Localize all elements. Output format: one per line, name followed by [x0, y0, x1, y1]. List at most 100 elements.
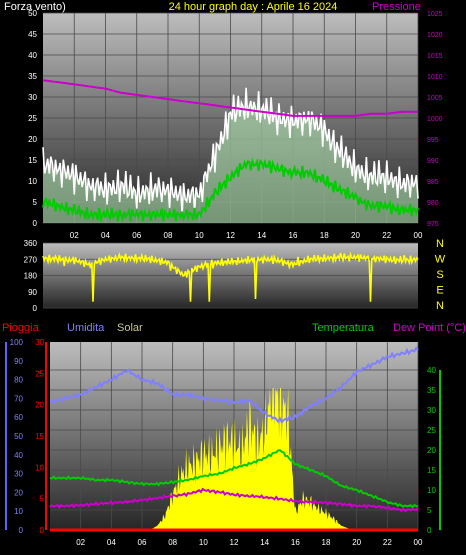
wind-left-label: Forza vento) [4, 1, 66, 13]
temperature-x-tick: 02 [76, 538, 85, 547]
wind-y-axis: 0 5 10 15 20 25 30 35 40 45 50 [28, 9, 37, 228]
wind-y-tick: 45 [28, 30, 37, 39]
pressure-tick: 1015 [427, 53, 443, 60]
temperature-tick: 40 [427, 366, 436, 375]
wind-gust-line [42, 87, 419, 215]
humidity-tick: 50 [14, 432, 23, 441]
wind-x-tick: 04 [101, 231, 110, 240]
direction-y-tick: 90 [28, 288, 37, 297]
pressure-line [42, 79, 418, 117]
wind-y-tick: 5 [33, 198, 38, 207]
wind-x-tick: 22 [382, 231, 391, 240]
humidity-tick: 30 [14, 470, 23, 479]
wind-x-tick: 12 [226, 231, 235, 240]
temperature-tick: 15 [427, 466, 436, 475]
wind-x-tick: 14 [257, 231, 266, 240]
solar-label: Solar [117, 322, 143, 334]
direction-y-tick: 180 [24, 272, 38, 281]
humidity-tick: 20 [14, 488, 23, 497]
humidity-tick: 60 [14, 413, 23, 422]
pressure-label: Pressione [372, 1, 421, 13]
temperature-x-tick: 00 [414, 538, 423, 547]
compass-label: E [436, 285, 443, 297]
wind-x-axis: 02 04 06 08 10 12 14 16 18 20 22 00 [70, 231, 423, 240]
wind-y-tick: 25 [28, 114, 37, 123]
wind-y-tick: 35 [28, 72, 37, 81]
rain-tick: 25 [35, 369, 44, 378]
compass-label: N [436, 300, 444, 312]
wind-x-tick: 10 [195, 231, 204, 240]
wind-x-tick: 08 [164, 231, 173, 240]
direction-y-tick: 360 [24, 239, 38, 248]
temperature-tick: 35 [427, 386, 436, 395]
wind-x-tick: 20 [351, 231, 360, 240]
humidity-tick: 80 [14, 376, 23, 385]
wind-y-tick: 15 [28, 156, 37, 165]
rain-tick: 20 [35, 401, 44, 410]
humidity-tick: 40 [14, 451, 23, 460]
humidity-label: Umidita [67, 322, 105, 334]
temperature-x-tick: 18 [322, 538, 331, 547]
pressure-tick: 980 [427, 200, 439, 207]
compass-label: W [435, 254, 446, 266]
rain-tick: 15 [35, 432, 44, 441]
temperature-tick: 10 [427, 486, 436, 495]
direction-line [42, 251, 419, 302]
pressure-tick: 1025 [427, 11, 443, 18]
wind-x-tick: 18 [320, 231, 329, 240]
dewpoint-label: Dew Point (°C) [393, 322, 466, 334]
rain-tick: 0 [40, 526, 45, 535]
temperature-x-tick: 08 [168, 538, 177, 547]
pressure-tick: 1020 [427, 32, 443, 39]
temperature-x-tick: 12 [230, 538, 239, 547]
pressure-tick: 990 [427, 158, 439, 165]
rain-y-axis: 0 5 10 15 20 25 30 [35, 338, 44, 535]
dewpoint-line [49, 487, 419, 513]
temperature-tick: 5 [427, 506, 432, 515]
temperature-x-tick: 06 [138, 538, 147, 547]
rain-tick: 30 [35, 338, 44, 347]
humidity-tick: 0 [19, 526, 24, 535]
temperature-tick: 30 [427, 406, 436, 415]
compass-label: N [436, 238, 444, 250]
wind-y-tick: 0 [33, 219, 38, 228]
direction-y-axis: 0 90 180 270 360 [24, 239, 38, 313]
temperature-line [49, 449, 419, 509]
temperature-x-tick: 04 [107, 538, 116, 547]
solar-area [50, 388, 418, 530]
temperature-x-tick: 22 [383, 538, 392, 547]
wind-average-line [42, 157, 419, 223]
humidity-y-axis: 0 10 20 30 40 50 60 70 80 90 100 [10, 338, 24, 535]
wind-y-tick: 50 [28, 9, 37, 18]
temperature-tick: 0 [427, 526, 432, 535]
temperature-y-axis: 0 5 10 15 20 25 30 35 40 [427, 366, 436, 535]
temperature-x-axis: 02 04 06 08 10 12 14 16 18 20 22 00 [76, 538, 423, 547]
pressure-tick: 1005 [427, 95, 443, 102]
temperature-x-tick: 16 [291, 538, 300, 547]
rain-tick: 10 [35, 463, 44, 472]
pressure-y-axis: 975 980 985 990 995 1000 1005 1010 1015 1020 1025 [427, 11, 443, 228]
direction-y-tick: 270 [24, 255, 38, 264]
temperature-x-tick: 10 [199, 538, 208, 547]
wind-y-tick: 30 [28, 93, 37, 102]
chart-title: 24 hour graph day : Aprile 16 2024 [169, 1, 338, 13]
temperature-panel: 0 10 20 30 40 50 60 70 80 90 100 0 5 10 15 20 25 30 0 5 10… [2, 322, 466, 547]
compass-label: S [436, 269, 443, 281]
direction-y-tick: 0 [33, 304, 38, 313]
wind-x-tick: 16 [289, 231, 298, 240]
temperature-x-tick: 14 [260, 538, 269, 547]
pressure-tick: 1010 [427, 74, 443, 81]
pressure-tick: 985 [427, 179, 439, 186]
wind-x-tick: 06 [132, 231, 141, 240]
wind-y-tick: 20 [28, 135, 37, 144]
pressure-tick: 995 [427, 137, 439, 144]
wind-x-tick: 00 [414, 231, 423, 240]
temperature-x-tick: 20 [352, 538, 361, 547]
pressure-tick: 975 [427, 221, 439, 228]
rain-label: Pioggia [2, 322, 40, 334]
humidity-tick: 100 [10, 338, 24, 347]
